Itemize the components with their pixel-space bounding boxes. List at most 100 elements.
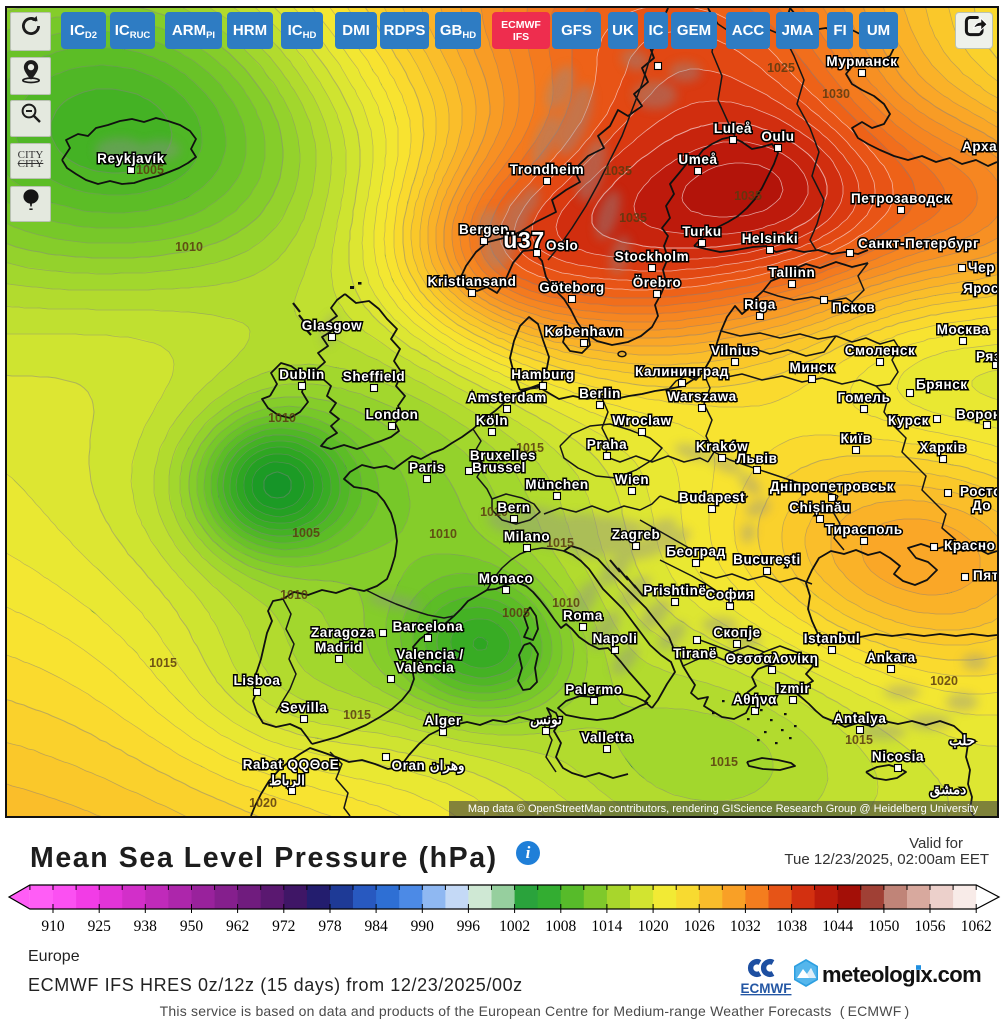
svg-text:Ворон: Ворон bbox=[956, 407, 997, 422]
svg-text:Amsterdam: Amsterdam bbox=[467, 390, 547, 405]
svg-text:1056: 1056 bbox=[915, 918, 946, 935]
svg-text:Θεσσαλονίκη: Θεσσαλονίκη bbox=[726, 651, 819, 666]
svg-text:1005: 1005 bbox=[502, 606, 530, 620]
svg-text:Пят: Пят bbox=[973, 568, 997, 583]
svg-text:910: 910 bbox=[41, 918, 65, 935]
svg-text:Chișinău: Chișinău bbox=[789, 500, 851, 515]
svg-text:Росто: Росто bbox=[960, 484, 997, 499]
svg-text:Nicosia: Nicosia bbox=[872, 749, 924, 764]
svg-text:996: 996 bbox=[457, 918, 481, 935]
svg-text:990: 990 bbox=[411, 918, 435, 935]
svg-text:Минск: Минск bbox=[790, 360, 835, 375]
svg-text:Valencia /: Valencia / bbox=[396, 647, 464, 662]
svg-text:1005: 1005 bbox=[136, 163, 164, 177]
svg-text:Wien: Wien bbox=[615, 472, 650, 487]
svg-text:Monaco: Monaco bbox=[479, 571, 534, 586]
svg-text:Tallinn: Tallinn bbox=[769, 265, 816, 280]
svg-text:Budapest: Budapest bbox=[679, 490, 745, 505]
svg-text:Napoli: Napoli bbox=[593, 631, 638, 646]
svg-text:1015: 1015 bbox=[546, 536, 574, 550]
svg-text:ü37: ü37 bbox=[503, 227, 544, 253]
svg-text:Rabat QQΘоЕ: Rabat QQΘоЕ bbox=[243, 757, 340, 772]
svg-text:1025: 1025 bbox=[767, 61, 795, 75]
svg-text:1015: 1015 bbox=[149, 656, 177, 670]
svg-text:Мурманск: Мурманск bbox=[826, 54, 897, 69]
svg-text:دمشق: دمشق bbox=[930, 782, 967, 798]
svg-text:Брянск: Брянск bbox=[916, 377, 968, 392]
svg-text:1015: 1015 bbox=[845, 733, 873, 747]
svg-text:Oran وهران: Oran وهران bbox=[391, 758, 464, 774]
svg-text:Turku: Turku bbox=[682, 224, 722, 239]
svg-text:Красно: Красно bbox=[944, 538, 996, 553]
svg-text:Dublin: Dublin bbox=[279, 367, 325, 382]
svg-text:1010: 1010 bbox=[268, 411, 296, 425]
svg-text:London: London bbox=[365, 407, 418, 422]
svg-text:Київ: Київ bbox=[840, 431, 871, 446]
svg-text:1020: 1020 bbox=[930, 674, 958, 688]
svg-text:Valletta: Valletta bbox=[581, 730, 633, 745]
svg-text:الرباط: الرباط bbox=[269, 773, 305, 789]
svg-text:1030: 1030 bbox=[822, 87, 850, 101]
svg-text:Prishtinë: Prishtinë bbox=[643, 583, 706, 598]
svg-text:Ряз: Ряз bbox=[976, 349, 997, 364]
svg-text:Barcelona: Barcelona bbox=[393, 619, 464, 634]
svg-text:Paris: Paris bbox=[409, 460, 445, 475]
svg-text:Stockholm: Stockholm bbox=[615, 249, 689, 264]
svg-text:1010: 1010 bbox=[480, 505, 508, 519]
svg-text:925: 925 bbox=[88, 918, 112, 935]
svg-text:Brussel: Brussel bbox=[472, 460, 526, 475]
svg-text:Калининград: Калининград bbox=[635, 364, 729, 379]
svg-text:Zagreb: Zagreb bbox=[612, 527, 661, 542]
svg-text:ECMWF: ECMWF bbox=[741, 981, 792, 996]
svg-text:1010: 1010 bbox=[280, 588, 308, 602]
svg-text:Курск: Курск bbox=[888, 413, 929, 428]
svg-text:Trondheim: Trondheim bbox=[510, 162, 584, 177]
svg-text:حلب: حلب bbox=[949, 733, 975, 748]
svg-text:Ankara: Ankara bbox=[866, 650, 915, 665]
svg-text:تونس: تونس bbox=[530, 712, 562, 728]
svg-text:Lisboa: Lisboa bbox=[233, 673, 280, 688]
svg-text:Санкт-Петербург: Санкт-Петербург bbox=[858, 236, 979, 251]
svg-text:962: 962 bbox=[226, 918, 249, 935]
svg-text:Wroclaw: Wroclaw bbox=[612, 413, 671, 428]
svg-text:Петрозаводск: Петрозаводск bbox=[851, 191, 951, 206]
svg-text:Oslo: Oslo bbox=[546, 238, 578, 253]
svg-text:1020: 1020 bbox=[638, 918, 669, 935]
svg-text:Смоленск: Смоленск bbox=[845, 343, 916, 358]
svg-text:1010: 1010 bbox=[175, 240, 203, 254]
svg-text:Göteborg: Göteborg bbox=[539, 280, 605, 295]
svg-text:Palermo: Palermo bbox=[565, 682, 622, 697]
svg-text:1010: 1010 bbox=[552, 596, 580, 610]
svg-text:Helsinki: Helsinki bbox=[742, 231, 799, 246]
svg-text:Istanbul: Istanbul bbox=[804, 631, 861, 646]
svg-text:Alger: Alger bbox=[424, 713, 462, 728]
svg-text:Bruxelles: Bruxelles bbox=[470, 448, 536, 463]
svg-text:Kraków: Kraków bbox=[696, 439, 748, 454]
svg-text:Αθήνα: Αθήνα bbox=[733, 692, 777, 707]
svg-text:София: София bbox=[706, 587, 755, 602]
svg-text:Madrid: Madrid bbox=[315, 640, 363, 655]
svg-text:1002: 1002 bbox=[499, 918, 530, 935]
svg-text:Örebro: Örebro bbox=[633, 275, 682, 290]
svg-text:978: 978 bbox=[318, 918, 342, 935]
svg-text:1050: 1050 bbox=[868, 918, 899, 935]
svg-text:Köln: Köln bbox=[476, 413, 508, 428]
svg-text:München: München bbox=[525, 477, 588, 492]
svg-text:Псков: Псков bbox=[832, 300, 875, 315]
svg-text:1010: 1010 bbox=[429, 527, 457, 541]
svg-text:1026: 1026 bbox=[684, 918, 715, 935]
svg-text:Zaragoza: Zaragoza bbox=[311, 625, 375, 640]
svg-text:1038: 1038 bbox=[776, 918, 807, 935]
svg-text:Umeå: Umeå bbox=[678, 152, 717, 167]
svg-text:Reykjavík: Reykjavík bbox=[97, 151, 165, 166]
svg-text:1014: 1014 bbox=[591, 918, 622, 935]
svg-text:Львів: Львів bbox=[736, 451, 777, 466]
svg-text:Харків: Харків bbox=[919, 440, 966, 455]
svg-text:København: København bbox=[545, 324, 624, 339]
svg-text:Vilnius: Vilnius bbox=[711, 343, 759, 358]
svg-text:Berlin: Berlin bbox=[579, 386, 621, 401]
svg-text:До: До bbox=[972, 498, 991, 513]
svg-text:Praha: Praha bbox=[587, 437, 628, 452]
svg-text:București: București bbox=[733, 552, 801, 567]
svg-text:Antalya: Antalya bbox=[834, 711, 887, 726]
